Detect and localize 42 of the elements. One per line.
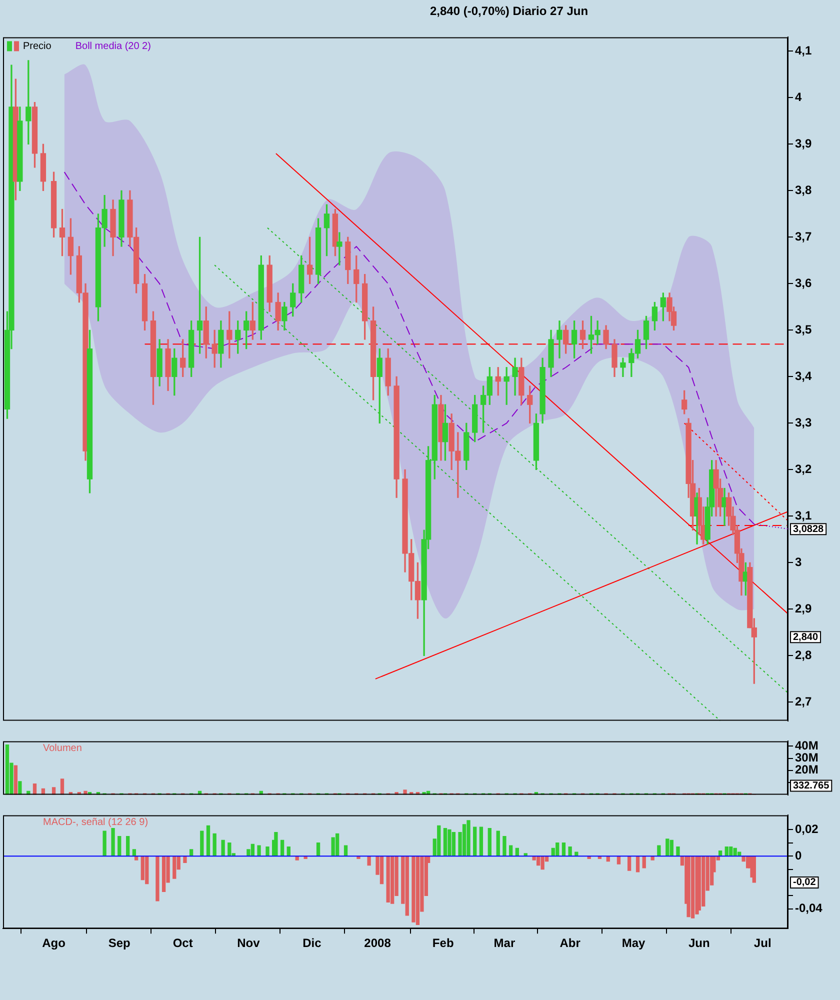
y-tick-label: 4,1: [795, 43, 812, 58]
y-tick-label: 3,3: [795, 415, 812, 430]
text: Boll media (20 2): [75, 40, 151, 52]
y-tick-label: -0,04: [795, 901, 823, 916]
y-tick-label: 3,6: [795, 276, 812, 290]
x-tick-label: Mar: [494, 936, 516, 950]
y-tick-label: 3,5: [795, 322, 812, 336]
x-tick-label: Jun: [688, 936, 710, 950]
x-tick-label: Ago: [42, 936, 66, 950]
x-tick-label: May: [622, 936, 646, 950]
text: 332.765: [793, 780, 830, 792]
annotation: 2,840: [793, 632, 818, 643]
chart-title: Volumen: [43, 742, 82, 754]
y-tick-label: 3,7: [795, 229, 812, 244]
y-tick-label: 0,02: [795, 822, 819, 836]
y-tick-label: 2,9: [795, 602, 812, 616]
legend-label: Precio: [23, 40, 52, 52]
y-tick-label: 3,2: [795, 462, 812, 476]
x-tick-label: Jul: [754, 936, 772, 950]
y-tick-label: 3,8: [795, 182, 812, 197]
chart-title: 2,840 (-0,70%) Diario 27 Jun: [429, 3, 590, 20]
x-tick-label: Nov: [237, 936, 260, 950]
y-tick-label: 20M: [795, 762, 818, 777]
x-tick-label: Dic: [302, 936, 322, 950]
y-tick-label: 0: [795, 848, 802, 862]
y-tick-label: 3: [795, 555, 802, 569]
x-tick-label: Feb: [432, 936, 454, 950]
y-tick-label: 3,4: [795, 368, 812, 383]
y-tick-label: 40M: [795, 738, 818, 752]
x-tick-label: 2008: [364, 936, 392, 950]
y-tick-label: 2,8: [795, 648, 812, 662]
annotation: 3,0828: [793, 524, 824, 535]
y-tick-label: 2,7: [795, 694, 812, 709]
y-tick-label: 30M: [795, 750, 818, 765]
y-tick-label: 3,9: [795, 136, 812, 150]
annotation: -0,02: [793, 877, 816, 888]
x-tick-label: Sep: [108, 936, 130, 950]
x-tick-label: Abr: [560, 936, 581, 950]
chart-title: MACD-, señal (12 26 9): [43, 816, 148, 828]
x-tick-label: Oct: [172, 936, 193, 950]
y-tick-label: 4: [795, 90, 802, 104]
y-tick-label: 3,1: [795, 508, 812, 522]
